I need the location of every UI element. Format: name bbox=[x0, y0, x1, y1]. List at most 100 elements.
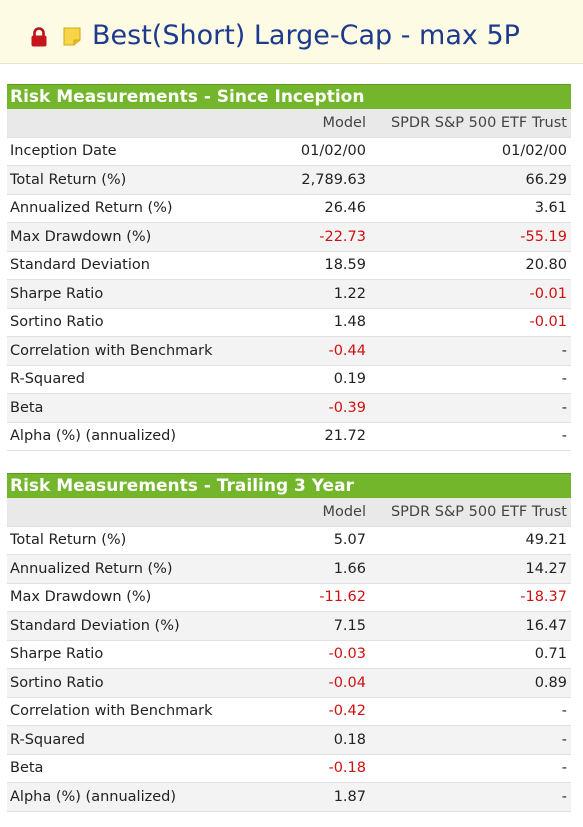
model-value: -22.73 bbox=[273, 222, 366, 252]
note-icon[interactable] bbox=[63, 27, 81, 46]
table-row: R-Squared 0.19 - bbox=[7, 365, 571, 394]
title-bar: Best(Short) Large-Cap - max 5P bbox=[0, 0, 583, 64]
metric-label: R-Squared bbox=[7, 365, 273, 394]
table-row: Alpha (%) (annualized) 21.72 - bbox=[7, 422, 571, 451]
metric-label: Correlation with Benchmark bbox=[7, 697, 273, 726]
table-row: Annualized Return (%) 26.46 3.61 bbox=[7, 194, 571, 223]
table-row: Sharpe Ratio 1.22 -0.01 bbox=[7, 279, 571, 309]
benchmark-value: - bbox=[366, 422, 571, 451]
model-value: -0.42 bbox=[273, 697, 366, 726]
metric-label: Inception Date bbox=[7, 137, 273, 166]
table-row: Max Drawdown (%) -22.73 -55.19 bbox=[7, 222, 571, 252]
metric-label: Beta bbox=[7, 393, 273, 423]
metric-label: Sharpe Ratio bbox=[7, 640, 273, 669]
table-row: Correlation with Benchmark -0.42 - bbox=[7, 697, 571, 726]
metric-label: Correlation with Benchmark bbox=[7, 336, 273, 366]
model-value: -0.44 bbox=[273, 336, 366, 366]
benchmark-value: 0.89 bbox=[366, 668, 571, 698]
risk-section-since-inception: Risk Measurements - Since Inception Mode… bbox=[7, 84, 571, 451]
metric-label: R-Squared bbox=[7, 725, 273, 755]
model-value: 7.15 bbox=[273, 611, 366, 641]
table-row: Inception Date 01/02/00 01/02/00 bbox=[7, 137, 571, 166]
column-header-row: Model SPDR S&P 500 ETF Trust bbox=[7, 498, 571, 527]
benchmark-value: -0.01 bbox=[366, 308, 571, 337]
model-value: 21.72 bbox=[273, 422, 366, 451]
metric-label: Sortino Ratio bbox=[7, 308, 273, 337]
metric-label: Annualized Return (%) bbox=[7, 554, 273, 584]
benchmark-value: -0.01 bbox=[366, 279, 571, 309]
column-header-benchmark: SPDR S&P 500 ETF Trust bbox=[366, 109, 571, 138]
table-row: R-Squared 0.18 - bbox=[7, 725, 571, 755]
lock-icon[interactable] bbox=[30, 27, 48, 47]
model-value: -11.62 bbox=[273, 583, 366, 612]
risk-section-trailing-3-year: Risk Measurements - Trailing 3 Year Mode… bbox=[7, 473, 571, 812]
column-header-metric bbox=[7, 498, 273, 527]
table-row: Sharpe Ratio -0.03 0.71 bbox=[7, 640, 571, 669]
benchmark-value: - bbox=[366, 754, 571, 783]
metric-label: Alpha (%) (annualized) bbox=[7, 422, 273, 451]
table-row: Correlation with Benchmark -0.44 - bbox=[7, 336, 571, 366]
table-row: Sortino Ratio -0.04 0.89 bbox=[7, 668, 571, 698]
benchmark-value: - bbox=[366, 782, 571, 812]
table-row: Standard Deviation (%) 7.15 16.47 bbox=[7, 611, 571, 641]
section-header: Risk Measurements - Since Inception bbox=[7, 84, 571, 109]
benchmark-value: -18.37 bbox=[366, 583, 571, 612]
table-row: Beta -0.18 - bbox=[7, 754, 571, 783]
benchmark-value: 49.21 bbox=[366, 526, 571, 555]
metric-label: Max Drawdown (%) bbox=[7, 583, 273, 612]
benchmark-value: 3.61 bbox=[366, 194, 571, 223]
model-value: 1.87 bbox=[273, 782, 366, 812]
benchmark-value: - bbox=[366, 393, 571, 423]
table-row: Total Return (%) 5.07 49.21 bbox=[7, 526, 571, 555]
table-row: Sortino Ratio 1.48 -0.01 bbox=[7, 308, 571, 337]
model-value: 5.07 bbox=[273, 526, 366, 555]
benchmark-value: 20.80 bbox=[366, 251, 571, 280]
section-header: Risk Measurements - Trailing 3 Year bbox=[7, 473, 571, 498]
model-value: 0.18 bbox=[273, 725, 366, 755]
column-header-row: Model SPDR S&P 500 ETF Trust bbox=[7, 109, 571, 138]
metric-label: Standard Deviation (%) bbox=[7, 611, 273, 641]
page-title: Best(Short) Large-Cap - max 5P bbox=[92, 20, 520, 51]
table-row: Standard Deviation 18.59 20.80 bbox=[7, 251, 571, 280]
model-value: 01/02/00 bbox=[273, 137, 366, 166]
table-row: Annualized Return (%) 1.66 14.27 bbox=[7, 554, 571, 584]
benchmark-value: - bbox=[366, 336, 571, 366]
benchmark-value: -55.19 bbox=[366, 222, 571, 252]
benchmark-value: 01/02/00 bbox=[366, 137, 571, 166]
table-row: Total Return (%) 2,789.63 66.29 bbox=[7, 165, 571, 195]
metric-label: Standard Deviation bbox=[7, 251, 273, 280]
model-value: 26.46 bbox=[273, 194, 366, 223]
column-header-benchmark: SPDR S&P 500 ETF Trust bbox=[366, 498, 571, 527]
benchmark-value: 16.47 bbox=[366, 611, 571, 641]
metric-label: Alpha (%) (annualized) bbox=[7, 782, 273, 812]
column-header-metric bbox=[7, 109, 273, 138]
model-value: 1.22 bbox=[273, 279, 366, 309]
benchmark-value: 14.27 bbox=[366, 554, 571, 584]
model-value: 1.48 bbox=[273, 308, 366, 337]
benchmark-value: 66.29 bbox=[366, 165, 571, 195]
model-value: 18.59 bbox=[273, 251, 366, 280]
model-value: -0.39 bbox=[273, 393, 366, 423]
model-value: -0.04 bbox=[273, 668, 366, 698]
model-value: -0.03 bbox=[273, 640, 366, 669]
metric-label: Total Return (%) bbox=[7, 526, 273, 555]
benchmark-value: - bbox=[366, 725, 571, 755]
table-row: Max Drawdown (%) -11.62 -18.37 bbox=[7, 583, 571, 612]
table-row: Alpha (%) (annualized) 1.87 - bbox=[7, 782, 571, 812]
risk-table: Model SPDR S&P 500 ETF Trust Inception D… bbox=[7, 109, 571, 451]
benchmark-value: - bbox=[366, 365, 571, 394]
metric-label: Total Return (%) bbox=[7, 165, 273, 195]
metric-label: Beta bbox=[7, 754, 273, 783]
metric-label: Sharpe Ratio bbox=[7, 279, 273, 309]
benchmark-value: 0.71 bbox=[366, 640, 571, 669]
column-header-model: Model bbox=[273, 109, 366, 138]
metric-label: Annualized Return (%) bbox=[7, 194, 273, 223]
table-row: Beta -0.39 - bbox=[7, 393, 571, 423]
model-value: -0.18 bbox=[273, 754, 366, 783]
metric-label: Sortino Ratio bbox=[7, 668, 273, 698]
model-value: 0.19 bbox=[273, 365, 366, 394]
benchmark-value: - bbox=[366, 697, 571, 726]
column-header-model: Model bbox=[273, 498, 366, 527]
model-value: 1.66 bbox=[273, 554, 366, 584]
risk-table: Model SPDR S&P 500 ETF Trust Total Retur… bbox=[7, 498, 571, 812]
